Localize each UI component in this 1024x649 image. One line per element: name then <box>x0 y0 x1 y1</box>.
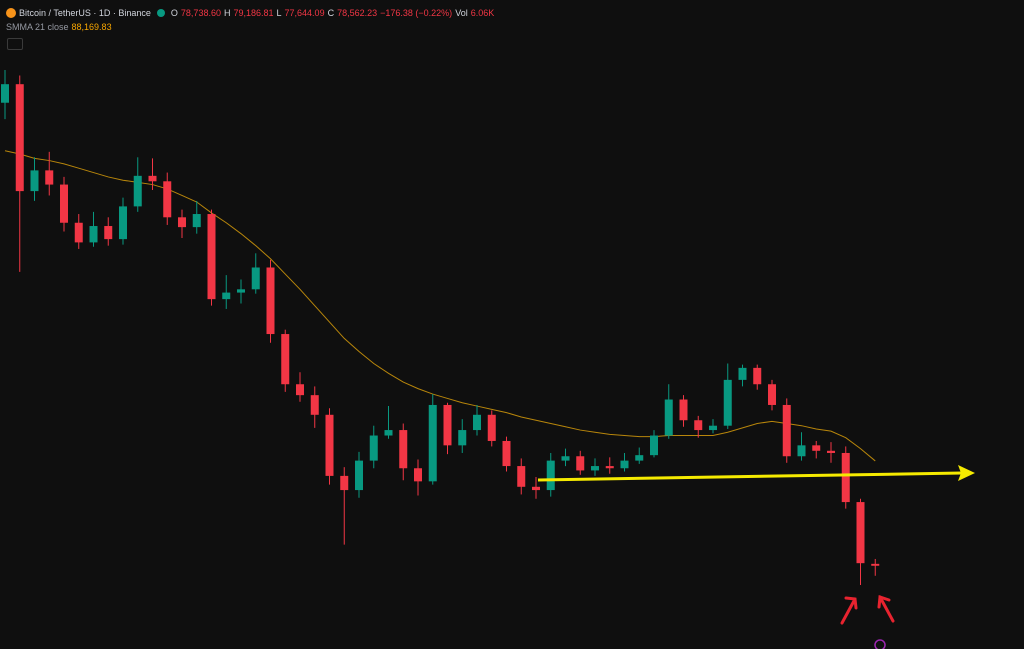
candle-body <box>133 175 142 207</box>
candle-body <box>222 292 231 300</box>
low: 77,644.09 <box>284 8 325 18</box>
candle-body <box>871 563 880 566</box>
candle-body <box>148 175 157 182</box>
symbol-row: Bitcoin / TetherUS · 1D · Binance O 78,73… <box>6 6 494 20</box>
candle-body <box>650 435 658 456</box>
event-icon <box>874 639 886 649</box>
candle-body <box>369 435 378 461</box>
collapse-button[interactable] <box>7 38 23 50</box>
candle-body <box>561 456 570 461</box>
candle-body <box>414 468 422 482</box>
candle-body <box>45 170 54 185</box>
candle-body <box>768 384 776 405</box>
candle-body <box>60 184 68 223</box>
volume: 6.06K <box>470 8 495 18</box>
candle-body <box>399 430 408 469</box>
status-dot <box>156 9 165 17</box>
legend-header: Bitcoin / TetherUS · 1D · Binance O 78,73… <box>6 6 494 34</box>
candle-body <box>709 425 717 431</box>
candle-body <box>827 450 835 453</box>
smma-line <box>4 150 876 462</box>
candle-body <box>753 367 762 385</box>
candle-body <box>237 289 245 293</box>
candle-body <box>576 456 585 471</box>
candle-body <box>15 84 24 192</box>
candle-body <box>192 214 201 228</box>
h-label: H <box>223 8 231 18</box>
arrow-head <box>958 465 975 481</box>
close: 78,562.23 <box>337 8 378 18</box>
candle-body <box>502 440 511 467</box>
c-label: C <box>327 8 335 18</box>
l-label: L <box>276 8 282 18</box>
candle-body <box>694 420 703 431</box>
red-arrow <box>840 596 858 625</box>
candle-body <box>591 466 599 471</box>
indicator-value: 88,169.83 <box>71 22 112 32</box>
candle-body <box>266 267 275 335</box>
open: 78,738.60 <box>180 8 221 18</box>
candle-body <box>74 222 83 243</box>
indicator-row: SMMA 21 close 88,169.83 <box>6 20 494 34</box>
candle-body <box>664 399 673 436</box>
candle-body <box>635 455 644 461</box>
candle-body <box>163 181 172 218</box>
candle-body <box>679 399 688 421</box>
candle-body <box>310 395 319 415</box>
candle-body <box>178 217 186 228</box>
candle-body <box>30 170 39 192</box>
candle-body <box>738 367 747 380</box>
candle-body <box>517 466 526 487</box>
candle-body <box>281 334 290 385</box>
indicator[interactable]: SMMA 21 close <box>6 22 69 32</box>
candle-body <box>487 414 496 441</box>
candle-body <box>296 384 304 396</box>
candle-body <box>458 430 467 446</box>
candle-body <box>89 226 98 243</box>
candle-body <box>443 404 452 446</box>
candle-body <box>251 267 260 290</box>
candle-body <box>841 452 850 503</box>
candle-body <box>340 475 349 491</box>
candle-body <box>856 502 865 564</box>
symbol[interactable]: Bitcoin / TetherUS · 1D · Binance <box>19 8 151 18</box>
candle-body <box>620 460 629 469</box>
o-label: O <box>170 8 178 18</box>
vol-label: Vol <box>455 8 468 18</box>
candle-body <box>605 466 614 469</box>
candle-body <box>723 379 732 426</box>
candles <box>1 70 880 585</box>
candle-body <box>812 445 821 451</box>
candle-body <box>546 460 555 491</box>
coin-icon <box>6 8 16 18</box>
red-arrow <box>877 594 895 623</box>
candle-body <box>384 430 393 436</box>
high: 79,186.81 <box>233 8 274 18</box>
candle-body <box>473 414 481 431</box>
candle-body <box>355 460 363 491</box>
candle-body <box>1 84 9 103</box>
candle-body <box>428 404 437 482</box>
candle-body <box>104 226 113 240</box>
support-line <box>537 471 963 482</box>
change: −176.38 (−0.22%) <box>380 8 453 18</box>
candle-body <box>119 206 127 240</box>
candle-body <box>782 404 791 457</box>
candle-body <box>207 214 216 300</box>
candle-body <box>325 414 334 476</box>
candle-body <box>532 486 540 491</box>
annotations <box>537 465 975 649</box>
candle-body <box>797 445 806 457</box>
red-arrows <box>840 594 895 625</box>
